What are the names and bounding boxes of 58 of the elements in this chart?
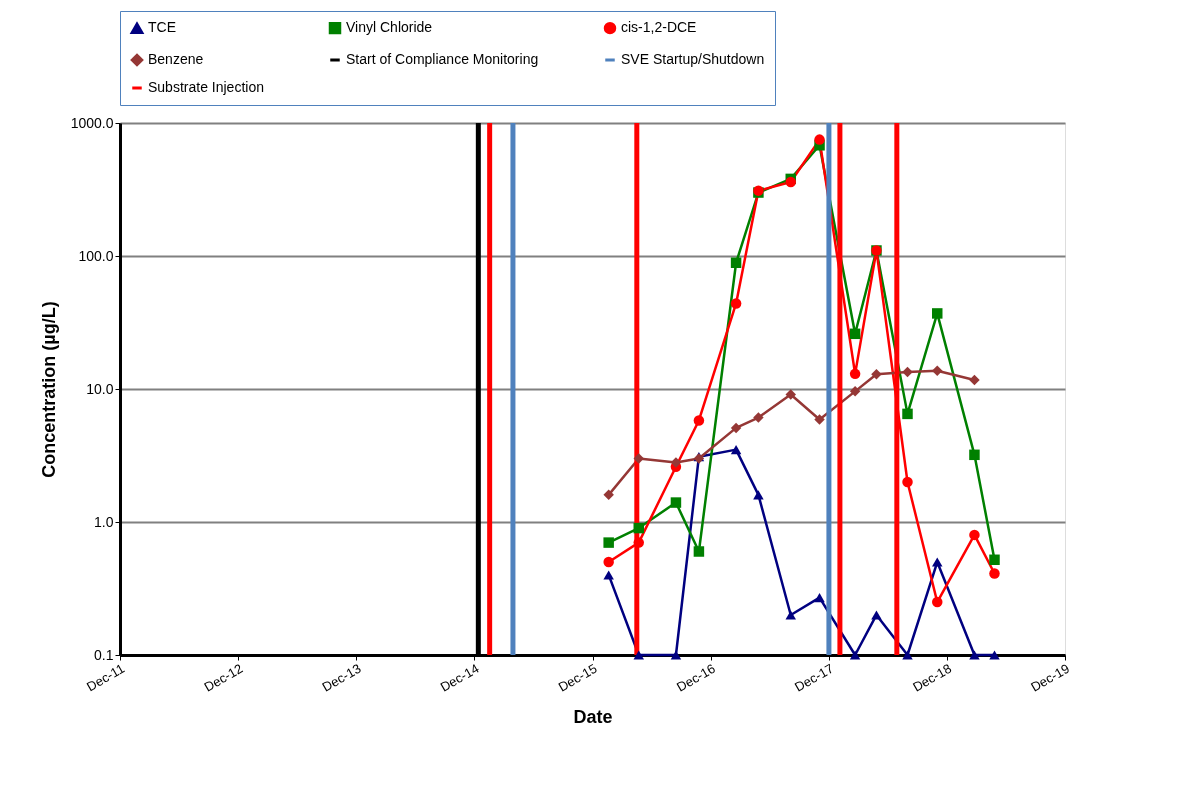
point [814, 134, 825, 145]
point [633, 522, 644, 534]
point [753, 490, 764, 500]
point [670, 650, 682, 660]
point [693, 546, 705, 557]
legend-label: SVE Startup/Shutdown [621, 51, 765, 67]
point [814, 414, 825, 425]
point [932, 557, 943, 567]
point [849, 386, 861, 397]
point [730, 422, 742, 434]
point [902, 408, 913, 420]
y-tick-label: 0.1 [94, 646, 114, 663]
point [693, 415, 705, 426]
point [989, 568, 1000, 579]
y-tick-label: 100.0 [78, 247, 114, 264]
y-tick-label: 1.0 [94, 513, 114, 530]
point [603, 489, 614, 501]
point [849, 368, 861, 380]
point [785, 389, 796, 400]
point [603, 537, 614, 548]
point [603, 556, 614, 568]
y-axis-title: Concentration (µg/L) [38, 301, 59, 478]
point [871, 610, 882, 620]
point [902, 650, 913, 660]
point [849, 650, 861, 660]
point [969, 374, 980, 386]
point [932, 365, 943, 377]
point [730, 445, 742, 455]
legend-label: Benzene [148, 51, 204, 67]
point [989, 554, 1000, 566]
point [730, 257, 742, 268]
point [871, 369, 882, 380]
y-tick-label: 10.0 [86, 380, 114, 397]
point [969, 449, 980, 461]
x-axis-title: Date [573, 706, 613, 727]
point [932, 596, 943, 608]
point [670, 497, 682, 508]
point [633, 537, 644, 548]
point [730, 298, 742, 309]
point [814, 593, 825, 603]
point [753, 412, 764, 423]
point [849, 328, 861, 340]
point [633, 453, 644, 464]
y-tick-label: 1000.0 [70, 114, 114, 131]
point [989, 650, 1000, 660]
point [785, 610, 796, 620]
point [969, 529, 980, 541]
point [633, 650, 644, 660]
legend-label: cis-1,2-DCE [621, 19, 697, 36]
legend-label: Vinyl Chloride [346, 19, 433, 36]
point [902, 476, 913, 488]
point [969, 650, 980, 660]
legend-label: Start of Compliance Monitoring [346, 51, 539, 67]
point [902, 366, 913, 378]
legend-label: TCE [148, 19, 176, 36]
point [932, 308, 943, 319]
point [670, 457, 682, 468]
legend-label: Substrate Injection [148, 79, 264, 95]
